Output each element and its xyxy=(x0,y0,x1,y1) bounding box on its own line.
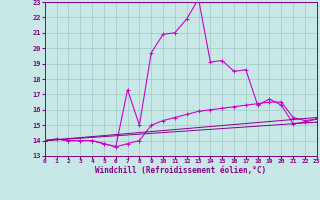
X-axis label: Windchill (Refroidissement éolien,°C): Windchill (Refroidissement éolien,°C) xyxy=(95,166,266,175)
